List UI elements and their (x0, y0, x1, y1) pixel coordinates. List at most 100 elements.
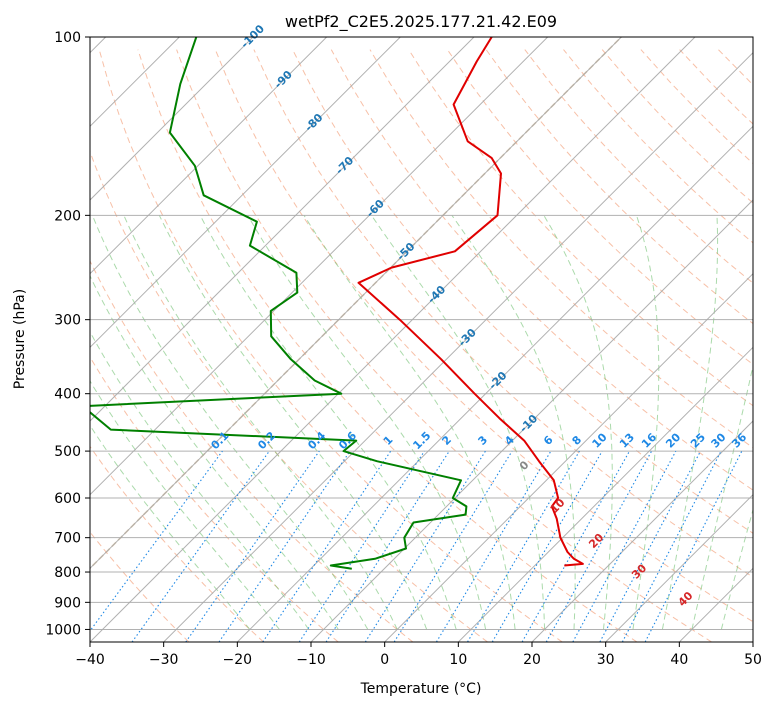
x-tick-label: 40 (670, 652, 688, 668)
mixing-ratio-label: 13 (617, 431, 637, 451)
moist-adiabat-line (158, 215, 428, 630)
dry-adiabat-line (369, 49, 753, 449)
mixing-ratio-line (262, 450, 392, 642)
dry-adiabat-line (485, 49, 753, 325)
mixing-ratio-label: 0.4 (305, 429, 328, 452)
line-labels: -100-90-80-70-60-50-40-30-20-100.1 0.2 0.4… (208, 22, 749, 609)
moist-adiabat-label: 40 (676, 589, 696, 609)
mixing-ratio-label: 0.6 (336, 429, 359, 452)
moist-adiabat-line (247, 215, 487, 630)
isotherm-line (90, 37, 549, 496)
dry-adiabat-line (408, 49, 753, 407)
isotherm-label: -20 (486, 369, 509, 392)
dry-adiabat-line (137, 49, 638, 642)
isotherm-line (163, 51, 753, 642)
y-axis-ticks: 100 200 300 400 500 600 700 800 900 1000 (45, 30, 90, 638)
dry-adiabat-line (330, 49, 753, 491)
dry-adiabat-line (176, 49, 712, 642)
dry-adiabat-line (90, 356, 339, 642)
dry-adiabat-line (640, 49, 753, 165)
x-tick-label: 0 (380, 652, 389, 668)
mixing-ratio-line (599, 450, 702, 642)
isotherm-line (531, 420, 753, 642)
moist-adiabat-line (720, 507, 753, 630)
y-tick-label: 400 (54, 387, 81, 403)
dry-adiabat-line (601, 49, 753, 204)
mixing-ratio-label: 8 (570, 433, 585, 448)
y-tick-label: 100 (54, 30, 81, 46)
background-lines (90, 37, 753, 642)
y-tick-label: 1000 (45, 622, 81, 638)
mixing-ratio-line (325, 450, 450, 642)
mixing-ratio-label: 6 (541, 433, 556, 448)
mixing-ratio-label: 3 (476, 433, 491, 448)
y-axis-label: Pressure (hPa) (12, 289, 28, 389)
y-tick-label: 500 (54, 444, 81, 460)
x-axis-ticks: −40 −30 −20 −10 0 10 20 30 40 50 (75, 642, 762, 668)
mixing-ratio-line (435, 450, 552, 642)
isotherm-line (457, 346, 753, 642)
isotherm-line (90, 37, 328, 275)
mixing-ratio-line (467, 450, 580, 642)
y-tick-label: 900 (54, 595, 81, 611)
mixing-ratio-label: 16 (639, 430, 659, 450)
mixing-ratio-line (393, 450, 513, 642)
dry-adiabat-line (90, 445, 264, 642)
isotherm-line (605, 493, 753, 642)
x-tick-label: 30 (597, 652, 615, 668)
moist-adiabat-line (691, 363, 753, 630)
isotherm-line (678, 567, 753, 642)
plot-frame (89, 36, 754, 643)
x-tick-label: −20 (223, 652, 253, 668)
dry-adiabat-line (214, 49, 753, 623)
isotherm-line (90, 37, 696, 642)
mixing-ratio-line (364, 450, 486, 642)
x-tick-label: 10 (449, 652, 467, 668)
isotherm-line (90, 37, 475, 422)
moist-adiabat-line (123, 215, 398, 630)
isotherm-line (752, 641, 753, 642)
mixing-ratio-line (491, 450, 603, 642)
isotherm-line (90, 37, 622, 570)
mixing-ratio-line (90, 450, 223, 632)
x-tick-label: −30 (149, 652, 179, 668)
isotherm-line (90, 37, 401, 349)
x-tick-label: 50 (744, 652, 762, 668)
mixing-ratio-line (218, 450, 351, 642)
moist-adiabat-label: 10 (548, 496, 568, 516)
mixing-ratio-line (572, 450, 677, 642)
moist-adiabat-line (661, 215, 719, 630)
dry-adiabat-line (446, 49, 753, 366)
dry-adiabat-line (717, 49, 753, 86)
temperature-profile-line (357, 37, 584, 567)
y-tick-label: 700 (54, 531, 81, 547)
y-tick-label: 600 (54, 491, 81, 507)
y-tick-label: 300 (54, 313, 81, 329)
moist-adiabat-line (451, 215, 576, 630)
moist-adiabat-line (90, 424, 251, 630)
isotherm-label: -80 (302, 111, 325, 134)
moist-adiabat-label: 0 (517, 458, 532, 473)
x-tick-label: −10 (296, 652, 326, 668)
moist-adiabat-label: 20 (586, 531, 606, 551)
moist-adiabat-line (90, 330, 310, 630)
mixing-ratio-line (185, 450, 320, 642)
mixing-ratio-label: 25 (688, 431, 708, 451)
dry-adiabat-line (253, 49, 753, 578)
x-tick-label: −40 (75, 652, 105, 668)
dry-adiabat-line (90, 150, 488, 642)
series-lines (90, 37, 584, 570)
y-tick-label: 800 (54, 565, 81, 581)
mixing-ratio-label: 1 (381, 433, 396, 448)
isotherm-line (384, 272, 753, 642)
moist-adiabat-label: 30 (629, 561, 649, 581)
x-axis-label: Temperature (°C) (360, 681, 482, 697)
isotherm-line (310, 199, 753, 642)
x-tick-label: 20 (523, 652, 541, 668)
y-tick-label: 200 (54, 208, 81, 224)
mixing-ratio-label: 0.1 (208, 429, 231, 452)
chart-title: wetPf2_C2E5.2025.177.21.42.E09 (285, 12, 557, 32)
mixing-ratio-line (545, 450, 653, 642)
dry-adiabat-line (292, 49, 753, 534)
